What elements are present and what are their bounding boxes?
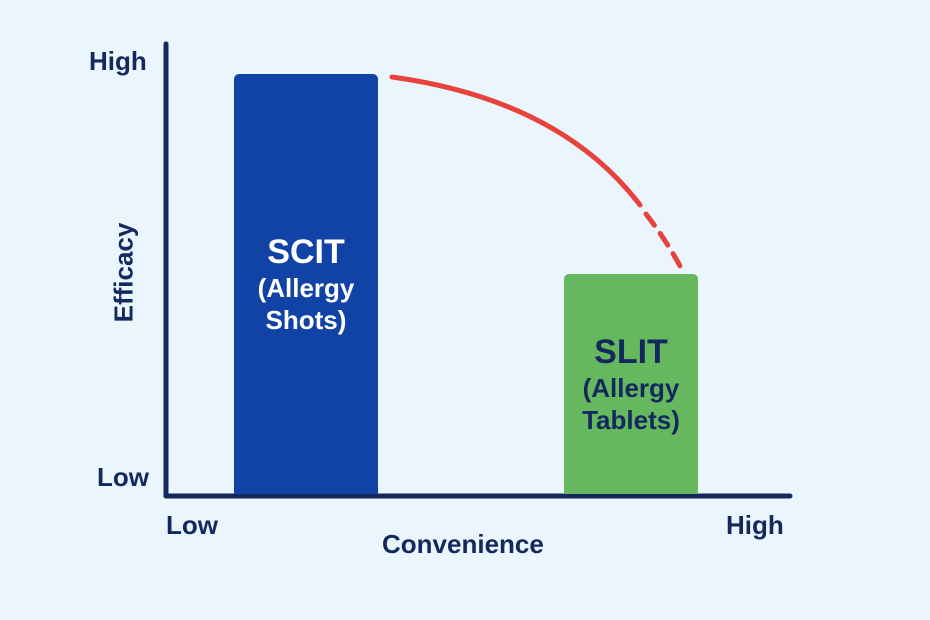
y-tick-high: High bbox=[89, 46, 147, 76]
bar-slit: SLIT (Allergy Tablets) bbox=[564, 274, 698, 494]
bar-scit-title: SCIT bbox=[267, 233, 345, 271]
tradeoff-curve bbox=[389, 74, 643, 208]
bar-scit-subtitle2: Shots) bbox=[265, 305, 347, 335]
bar-scit-subtitle: (Allergy bbox=[257, 273, 355, 303]
bar-slit-subtitle: (Allergy bbox=[582, 373, 680, 403]
bar-scit: SCIT (Allergy Shots) bbox=[234, 74, 378, 494]
tradeoff-curve-dashed bbox=[643, 211, 683, 269]
x-axis-label: Convenience bbox=[382, 529, 544, 559]
y-axis-label: Efficacy bbox=[108, 222, 139, 323]
bar-slit-subtitle2: Tablets) bbox=[582, 405, 680, 435]
y-tick-low: Low bbox=[97, 462, 149, 492]
bar-slit-title: SLIT bbox=[594, 333, 668, 371]
x-tick-high: High bbox=[726, 510, 784, 540]
x-tick-low: Low bbox=[166, 510, 218, 540]
